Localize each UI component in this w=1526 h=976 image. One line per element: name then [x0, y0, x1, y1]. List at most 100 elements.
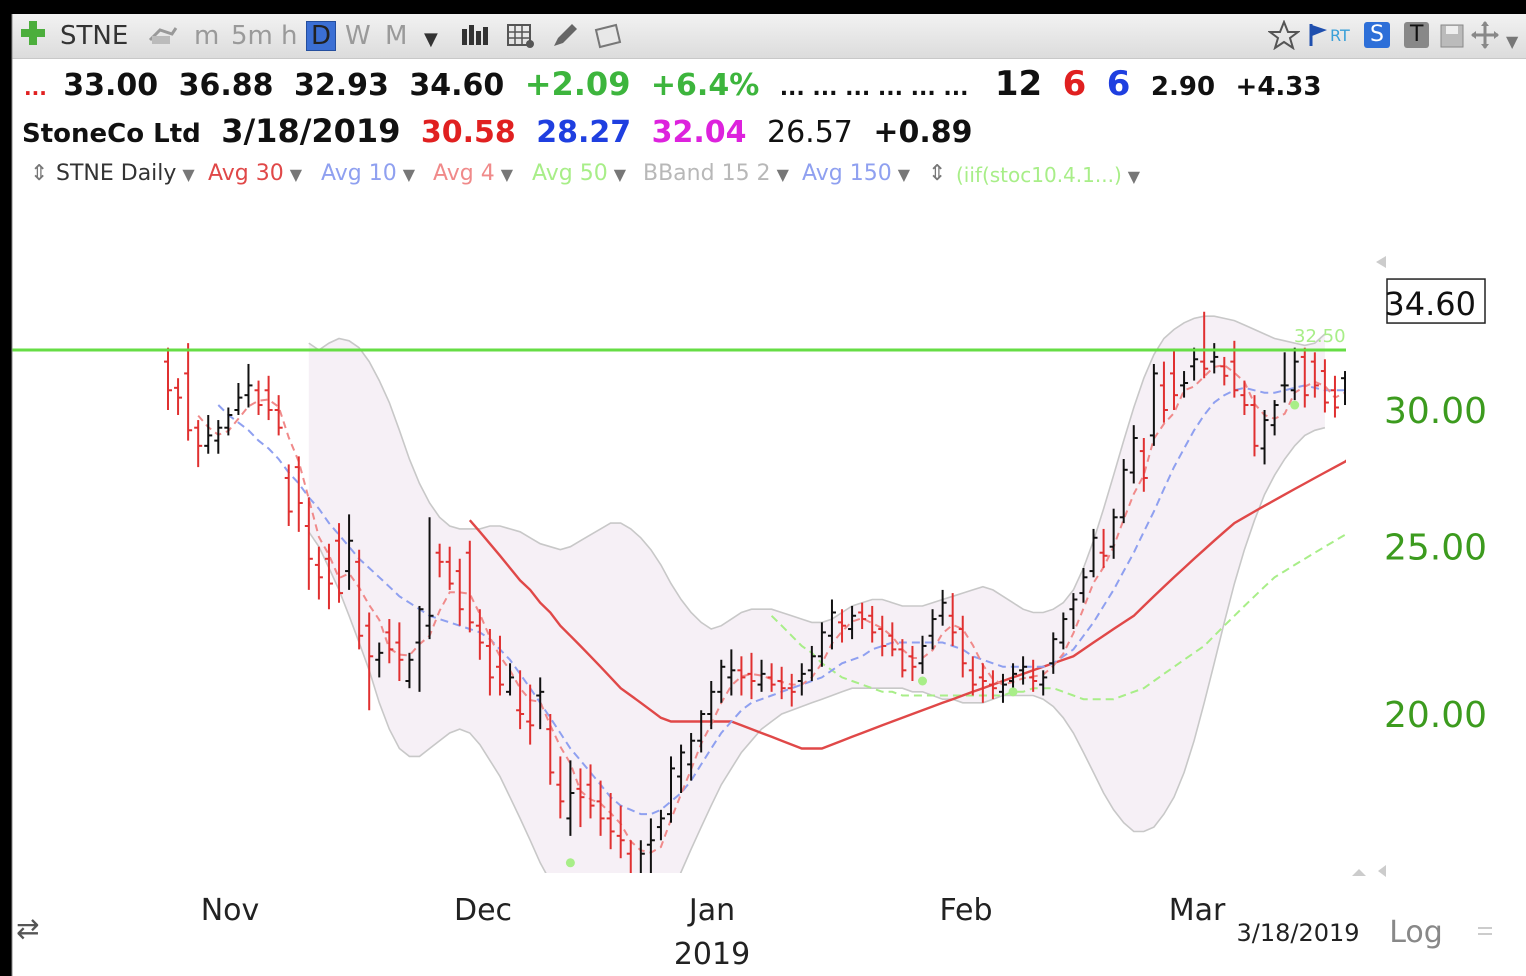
signal-dot: [1008, 687, 1018, 697]
move-icon[interactable]: [1470, 20, 1500, 58]
interval-h[interactable]: h: [281, 21, 298, 51]
ohlc-bar: [234, 383, 243, 416]
ohlc-bar: [848, 605, 857, 640]
chevron-down-icon: ▼: [897, 165, 911, 184]
signal-dot: [646, 901, 655, 910]
bar-chart-icon[interactable]: [460, 23, 490, 55]
menu-lines-icon: [1478, 927, 1492, 935]
ohlc-bar: [1149, 363, 1158, 446]
ohlc-bar: [1310, 352, 1319, 398]
table-icon[interactable]: [506, 22, 536, 58]
ohlc-bar: [707, 680, 716, 730]
study-stoc-label: (iif(stoc10.4.1...): [956, 163, 1122, 187]
interval-dropdown-icon[interactable]: ▼: [424, 29, 438, 50]
ohlc-bar: [395, 622, 404, 681]
ohlc-bar: [355, 549, 364, 650]
ohlc-bar: [516, 670, 525, 730]
chevron-down-icon: ▼: [500, 165, 514, 184]
interval-5m[interactable]: 5m: [231, 21, 273, 51]
study-stoc[interactable]: (iif(stoc10.4.1...) ▼: [956, 163, 1140, 187]
ohlc-bar: [1290, 347, 1299, 401]
scan-badge[interactable]: S: [1364, 22, 1390, 48]
ohlc-bar: [1129, 425, 1138, 484]
study-avg50[interactable]: Avg 50 ▼: [532, 161, 626, 186]
resistance-line-label: 32.50: [1294, 326, 1346, 347]
ohlc-bar: [324, 543, 333, 610]
study-avg10[interactable]: Avg 10 ▼: [321, 161, 415, 186]
ohlc-bar: [1049, 632, 1058, 674]
x-tick-label: Feb: [939, 893, 992, 928]
y-tick-label: 30.00: [1384, 391, 1487, 432]
chevron-down-icon: ▼: [182, 165, 195, 184]
ohlc-bar: [465, 540, 474, 633]
ohlc-bar: [656, 809, 665, 841]
interval-mo[interactable]: M: [385, 21, 408, 51]
ohlc-bar: [506, 663, 515, 696]
ohlc-bar: [576, 768, 585, 828]
ohlc-bar: [898, 639, 907, 678]
chart-type-icon[interactable]: [146, 22, 178, 56]
ohlc-bar: [646, 818, 655, 873]
ohlc-bar: [164, 347, 172, 410]
avg4-value: 32.04: [651, 115, 747, 150]
ohlc-bar: [737, 656, 746, 696]
notes-icon[interactable]: [592, 22, 624, 58]
scroll-down-icon: [1352, 865, 1386, 877]
ohlc-bar: [938, 589, 947, 626]
interval-w[interactable]: W: [345, 21, 371, 51]
realtime-badge[interactable]: RT: [1330, 26, 1350, 45]
ohlc-bar: [1280, 352, 1289, 403]
ohlc-bar: [626, 840, 632, 873]
study-avg4-label: Avg 4: [433, 161, 495, 186]
x-tick-label: Jan: [687, 893, 735, 928]
ohlc-bar: [858, 602, 867, 630]
flag-icon[interactable]: [1308, 22, 1330, 56]
y-tick-label: 20.00: [1384, 695, 1487, 736]
symbol-label[interactable]: STNE: [60, 21, 129, 51]
ohlc-bar: [385, 619, 394, 664]
ohlc-bar: [727, 649, 736, 696]
window-menu-icon[interactable]: ▼: [1506, 32, 1519, 51]
add-symbol-icon[interactable]: [18, 18, 48, 56]
trade-badge[interactable]: T: [1404, 22, 1430, 48]
study-avg4[interactable]: Avg 4 ▼: [433, 161, 513, 186]
study-main[interactable]: STNE Daily ▼: [56, 161, 195, 186]
avg50-value: 26.57: [766, 115, 853, 150]
quote-n3: 6: [1106, 64, 1131, 104]
ohlc-bar: [1139, 438, 1148, 492]
study-bband[interactable]: BBand 15 2 ▼: [643, 161, 789, 186]
ohlc-bar: [556, 756, 565, 819]
pencil-icon[interactable]: [550, 22, 580, 58]
ohlc-bar: [405, 652, 414, 689]
ohlc-bar: [817, 622, 826, 667]
ohlc-bar: [747, 652, 756, 700]
reorder-icon[interactable]: ⇕: [30, 161, 49, 186]
scroll-up-icon: [1376, 256, 1386, 268]
ohlc-bar: [1351, 255, 1359, 340]
reorder-icon-2[interactable]: ⇕: [928, 161, 947, 186]
log-scale-toggle[interactable]: Log: [1389, 915, 1443, 950]
ohlc-bar: [435, 543, 444, 578]
ohlc-bar: [807, 645, 816, 681]
ohlc-bar: [314, 546, 323, 600]
signal-dot: [565, 858, 575, 868]
quote-close: 34.60: [409, 68, 505, 103]
interval-d[interactable]: D: [306, 21, 337, 51]
quote-v2: +4.33: [1235, 72, 1322, 102]
ohlc-bar: [717, 659, 726, 703]
study-main-label: STNE Daily: [56, 161, 177, 186]
ohlc-bar: [988, 670, 997, 700]
interval-m[interactable]: m: [194, 21, 220, 51]
save-icon[interactable]: [1438, 22, 1466, 58]
swap-icon[interactable]: ⇄: [16, 912, 39, 945]
quote-date: 3/18/2019: [221, 112, 401, 150]
star-icon[interactable]: [1267, 19, 1301, 58]
quote-n1: 12: [994, 64, 1043, 104]
ohlc-bar: [787, 673, 796, 707]
x-tick-label: Nov: [201, 893, 260, 928]
study-avg150[interactable]: Avg 150 ▼: [802, 161, 910, 186]
quote-change: +2.09: [524, 65, 631, 103]
ohlc-bar: [767, 663, 776, 692]
study-avg30[interactable]: Avg 30 ▼: [208, 161, 302, 186]
